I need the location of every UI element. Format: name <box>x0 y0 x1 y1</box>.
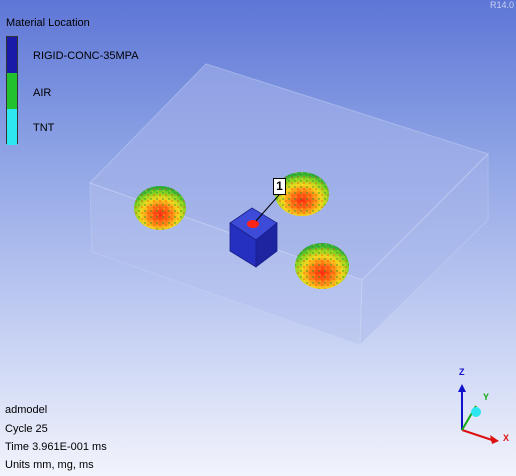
time-readout: Time 3.961E-001 ms <box>5 441 107 453</box>
axis-triad <box>458 384 499 444</box>
blast-cloud-bottom-right <box>295 243 349 289</box>
axis-label-x: X <box>503 433 510 443</box>
blast-cloud-top-right <box>275 172 329 216</box>
marker-leader-line <box>255 194 280 222</box>
legend-label-tnt: TNT <box>33 122 55 134</box>
blast-cloud-left <box>134 186 186 230</box>
axis-label-z: Z <box>459 367 465 377</box>
legend-swatch-air <box>7 73 17 109</box>
units-readout: Units mm, mg, ms <box>5 459 94 471</box>
cycle-readout: Cycle 25 <box>5 423 48 435</box>
legend-title: Material Location <box>6 17 90 29</box>
axis-label-y: Y <box>483 392 490 402</box>
legend-color-bar <box>6 36 18 145</box>
legend-label-rigid-conc: RIGID-CONC-35MPA <box>33 50 139 62</box>
rigid-block <box>229 207 278 268</box>
model-name: admodel <box>5 404 48 416</box>
legend-swatch-tnt <box>7 109 17 145</box>
legend-label-air: AIR <box>33 87 52 99</box>
legend-swatch-rigid-conc <box>7 37 17 73</box>
probe-marker-label[interactable]: 1 <box>273 178 286 195</box>
tnt-charge <box>247 220 259 228</box>
version-label: R14.0 <box>489 0 514 10</box>
